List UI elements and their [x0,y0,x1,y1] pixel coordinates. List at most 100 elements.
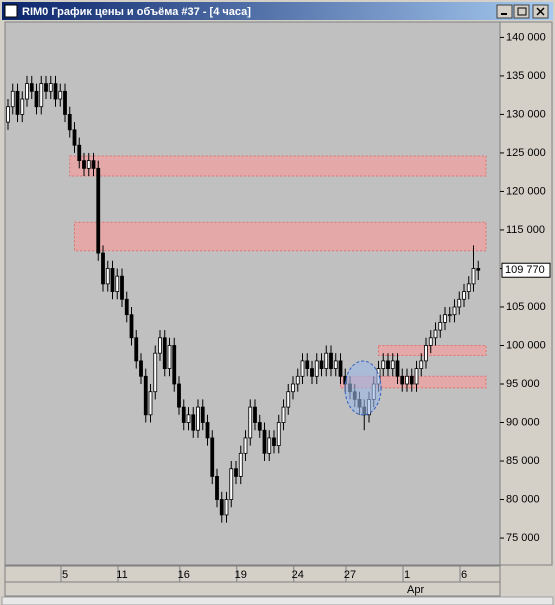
zone [74,221,487,252]
candle-body [82,160,86,169]
close-glyph [536,7,545,16]
candle-body [414,368,419,385]
candle-body [476,268,481,271]
candle-body [219,499,224,516]
candle-body [443,314,447,323]
candle-body [319,360,324,369]
x-tick-label: 5 [62,569,68,581]
candle-body [134,337,139,362]
plot-area [4,21,501,566]
x-tick-label: 24 [292,569,304,581]
candle-body [105,268,110,285]
window-icon [4,4,18,18]
candle-body [120,275,124,300]
candle-body [229,468,234,500]
month-label: Apr [407,584,424,596]
candle-body [25,83,29,100]
candle-body [20,98,25,115]
x-tick-label: 1 [404,569,410,581]
candle-body [15,90,20,115]
candle-body [452,306,457,316]
candle-body [167,345,172,369]
zone [378,344,487,357]
candle-body [272,437,276,447]
y-tick-label: 85 000 [506,455,540,467]
candle-body [205,422,210,439]
candle-body [196,406,200,431]
candle-body [181,406,186,423]
candle-body [248,406,253,439]
candle-body [462,291,466,300]
candle-body [224,499,229,516]
candle-body [101,252,105,285]
candle-body [333,360,338,369]
candle-body [438,321,443,331]
x-tick-label: 19 [235,569,247,581]
y-tick-label: 125 000 [506,147,546,159]
candle-body [215,476,219,500]
candle-body [267,437,272,454]
candle-body [200,406,205,423]
candle-body [53,83,58,100]
candle-body [310,368,314,377]
candle-body [153,352,158,393]
candle-body [34,90,39,108]
candle-body [281,406,286,423]
candle-body [77,144,82,162]
candle-body [447,314,452,317]
candle-body [424,345,428,362]
candle-body [115,275,120,292]
minimize-button[interactable] [496,4,513,19]
candle-body [419,360,424,369]
candle-body [276,422,281,447]
x-tick-label: 11 [116,569,127,581]
candle-body [257,422,262,431]
candle-body [338,360,343,377]
candle-body [305,360,310,369]
plot [6,75,487,523]
x-tick-label: 27 [344,569,356,581]
price-axis [499,21,553,566]
candle-body [395,360,400,377]
candle-body [148,391,153,416]
y-tick-label: 115 000 [506,224,545,236]
candle-body [262,429,267,454]
maximize-button[interactable] [513,4,530,19]
candle-body [48,83,53,92]
candle-body [191,414,196,431]
candle-body [96,167,101,254]
window-title: RIM0 График цены и объёма #37 - [4 часа] [22,6,251,18]
candle-body [210,437,215,477]
maximize-glyph [517,7,527,16]
candle-body [63,90,67,115]
candle-body [139,360,143,377]
highlight-ellipse [344,360,382,416]
candle-body [400,375,405,385]
candle-body [295,375,300,385]
candle-body [300,360,305,377]
y-tick-label: 95 000 [506,378,540,390]
candle-body [286,391,291,408]
candle-body [457,298,462,308]
candle-body [124,298,129,316]
candle-body [67,114,72,131]
candle-body [466,283,471,292]
y-tick-label: 140 000 [506,31,546,43]
window-buttons[interactable] [496,4,549,19]
candle-body [129,314,134,339]
candle-body [158,337,162,354]
candle-body [234,468,238,477]
y-tick-label: 105 000 [506,301,546,313]
candle-body [72,129,77,146]
candle-body [186,414,191,423]
candle-body [143,375,148,416]
y-tick-label: 100 000 [506,339,546,351]
scrollbar[interactable] [1,596,554,605]
y-tick-label: 80 000 [506,493,540,505]
candle-body [428,337,433,346]
candle-body [44,83,48,92]
title-bar [2,2,553,20]
candle-body [243,437,248,454]
candle-body [238,452,243,477]
